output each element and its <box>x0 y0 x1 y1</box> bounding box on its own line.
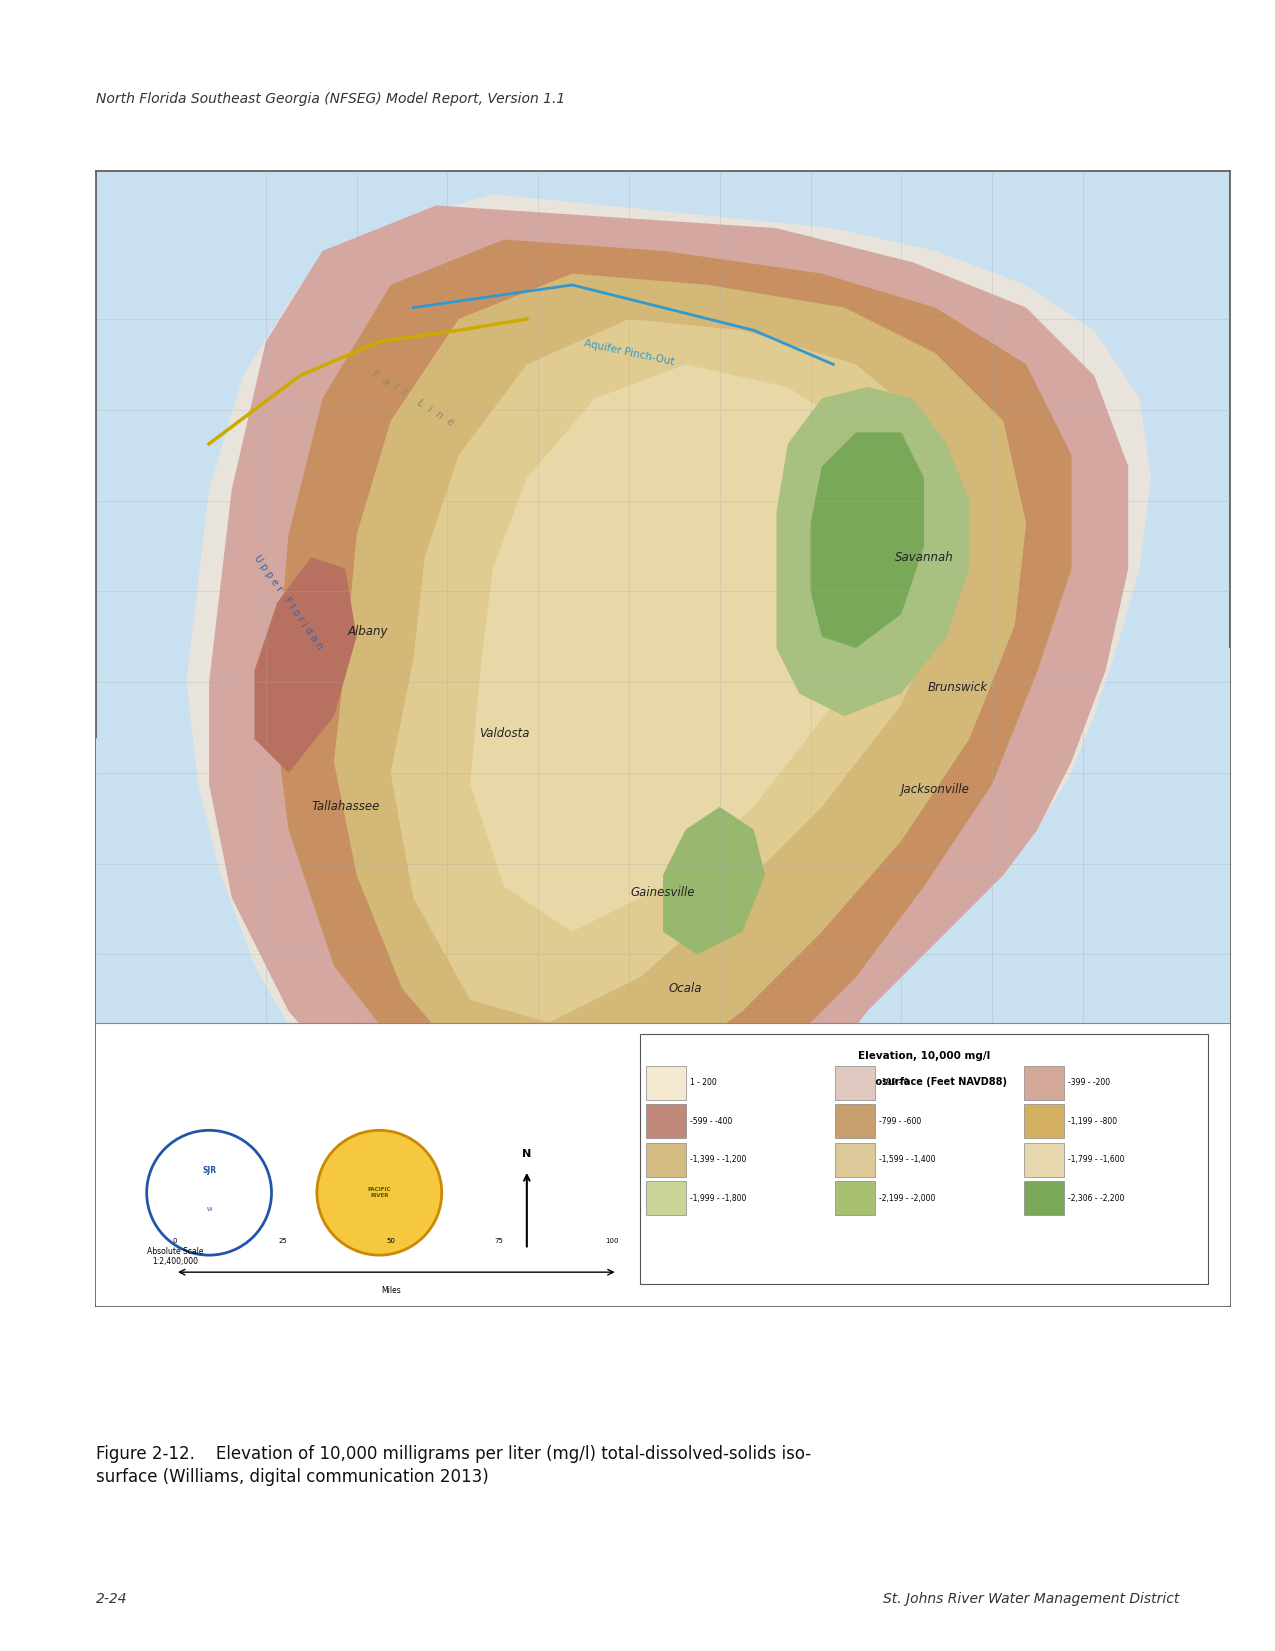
Text: Albany: Albany <box>348 624 388 637</box>
Bar <box>835 1182 875 1215</box>
Bar <box>835 1065 875 1100</box>
Text: N: N <box>523 1149 532 1159</box>
Text: TDS Isosurface (Feet NAVD88): TDS Isosurface (Feet NAVD88) <box>842 1076 1007 1086</box>
Text: -399 - -200: -399 - -200 <box>1068 1078 1111 1086</box>
Bar <box>646 1142 686 1177</box>
Text: St. Johns River Water Management District: St. Johns River Water Management Distric… <box>884 1593 1179 1606</box>
Text: Elevation, 10,000 mg/l: Elevation, 10,000 mg/l <box>858 1052 991 1062</box>
FancyBboxPatch shape <box>640 1034 1207 1283</box>
Polygon shape <box>470 365 890 931</box>
Polygon shape <box>334 274 1026 1101</box>
Text: Figure 2-12.    Elevation of 10,000 milligrams per liter (mg/l) total-dissolved-: Figure 2-12. Elevation of 10,000 milligr… <box>96 1445 811 1486</box>
Text: -1,999 - -1,800: -1,999 - -1,800 <box>690 1194 747 1204</box>
Text: W: W <box>207 1207 212 1212</box>
Polygon shape <box>811 433 924 649</box>
Text: F  a  l  l     L  i  n  e: F a l l L i n e <box>371 368 456 428</box>
Text: 0: 0 <box>173 1238 177 1243</box>
Polygon shape <box>186 195 1151 1215</box>
Bar <box>646 1105 686 1138</box>
Bar <box>1024 1182 1063 1215</box>
Bar <box>646 1182 686 1215</box>
Text: -2,199 - -2,000: -2,199 - -2,000 <box>880 1194 936 1204</box>
Text: Brunswick: Brunswick <box>928 682 988 695</box>
Text: 75: 75 <box>493 1238 502 1243</box>
Text: Ocala: Ocala <box>669 982 703 996</box>
Polygon shape <box>776 386 969 717</box>
Text: -1,799 - -1,600: -1,799 - -1,600 <box>1068 1156 1125 1164</box>
Text: Miles: Miles <box>381 1286 400 1294</box>
Text: Savannah: Savannah <box>895 551 954 563</box>
Bar <box>646 1065 686 1100</box>
Circle shape <box>317 1131 441 1255</box>
Text: -2,306 - -2,200: -2,306 - -2,200 <box>1068 1194 1125 1204</box>
Bar <box>1024 1105 1063 1138</box>
Text: 100: 100 <box>606 1238 618 1243</box>
Text: -1,599 - -1,400: -1,599 - -1,400 <box>880 1156 936 1164</box>
Text: 25: 25 <box>278 1238 287 1243</box>
Polygon shape <box>277 239 1071 1159</box>
Text: Jacksonville: Jacksonville <box>901 783 970 796</box>
Text: Valdosta: Valdosta <box>479 726 529 740</box>
Circle shape <box>147 1131 272 1255</box>
Text: -1,199 - -800: -1,199 - -800 <box>1068 1116 1118 1126</box>
Text: -199 - 0: -199 - 0 <box>880 1078 909 1086</box>
Polygon shape <box>96 649 1230 1306</box>
Polygon shape <box>255 558 357 773</box>
Bar <box>1024 1142 1063 1177</box>
Bar <box>835 1142 875 1177</box>
Text: SJR: SJR <box>201 1166 217 1174</box>
Polygon shape <box>390 319 958 1022</box>
Text: -1,399 - -1,200: -1,399 - -1,200 <box>690 1156 747 1164</box>
Text: North Florida Southeast Georgia (NFSEG) Model Report, Version 1.1: North Florida Southeast Georgia (NFSEG) … <box>96 92 565 106</box>
Text: -599 - -400: -599 - -400 <box>690 1116 732 1126</box>
Bar <box>1024 1065 1063 1100</box>
Text: Gainesville: Gainesville <box>631 885 695 898</box>
Text: PACIFIC
RIVER: PACIFIC RIVER <box>367 1187 391 1199</box>
Text: -799 - -600: -799 - -600 <box>880 1116 922 1126</box>
Text: 1 - 200: 1 - 200 <box>690 1078 717 1086</box>
Text: Absolute Scale
1:2,400,000: Absolute Scale 1:2,400,000 <box>147 1247 203 1266</box>
Text: Tallahassee: Tallahassee <box>311 801 380 814</box>
Text: Aquifer Pinch-Out: Aquifer Pinch-Out <box>583 338 674 368</box>
FancyBboxPatch shape <box>96 1022 1230 1306</box>
Polygon shape <box>209 205 1128 1204</box>
Polygon shape <box>663 807 765 954</box>
Bar <box>835 1105 875 1138</box>
Text: 50: 50 <box>386 1238 395 1243</box>
Text: 2-24: 2-24 <box>96 1593 128 1606</box>
Text: U p p e r   F l o r i d a n: U p p e r F l o r i d a n <box>252 553 325 652</box>
